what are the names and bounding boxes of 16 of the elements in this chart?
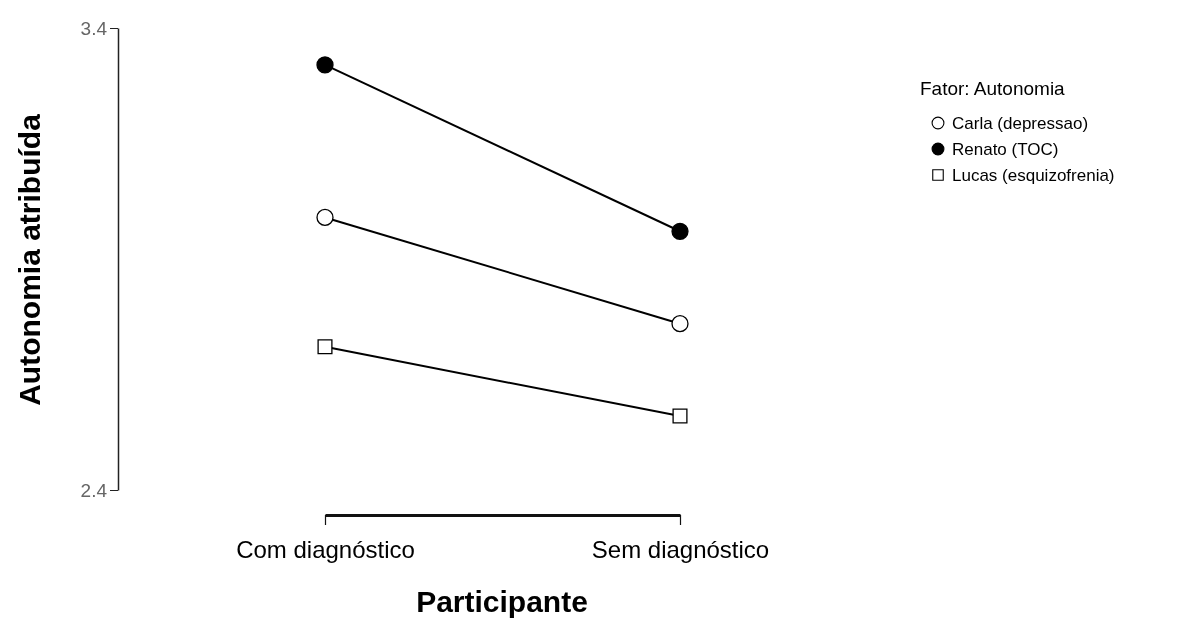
point [671, 315, 689, 333]
y-tick-label: 3.4 [80, 17, 108, 39]
legend-title: Fator: Autonomia [920, 78, 1066, 99]
legend-label: Carla (depressao) [952, 114, 1089, 133]
x-axis-title: Participante [416, 585, 588, 618]
x-tick-label: Sem diagnóstico [591, 536, 770, 564]
point [672, 408, 688, 424]
legend-label: Lucas (esquizofrenia) [952, 166, 1115, 185]
point [316, 56, 334, 74]
point [671, 222, 689, 240]
point [317, 339, 333, 355]
y-axis-title: Autonomia atribuída [13, 113, 46, 406]
legend-label: Renato (TOC) [952, 140, 1059, 159]
y-tick-label: 2.4 [80, 479, 108, 501]
x-tick-label: Com diagnóstico [236, 536, 415, 564]
point [316, 208, 334, 227]
